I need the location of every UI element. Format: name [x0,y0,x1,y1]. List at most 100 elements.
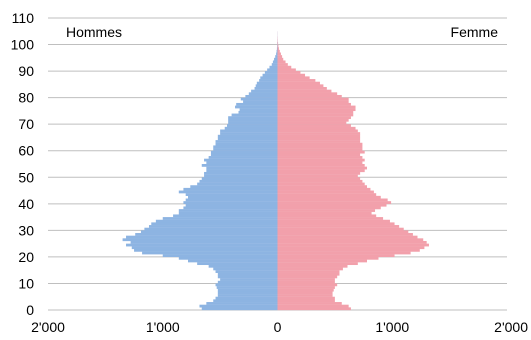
bar-hommes-age-36 [178,211,278,215]
bar-femme-age-86 [277,79,316,82]
x-tick-label-1: 1'000 [146,319,180,335]
bar-hommes-age-50 [204,174,278,178]
bar-hommes-age-94 [274,57,278,61]
bar-hommes-age-86 [259,79,278,82]
bar-femme-age-57 [277,156,363,159]
y-tick-label-60: 60 [18,143,34,159]
series-hommes-bars [122,31,278,311]
bar-femme-age-51 [277,171,361,175]
y-tick-label-20: 20 [18,249,34,265]
y-tick-label-80: 80 [18,90,34,106]
bar-hommes-age-38 [183,206,278,210]
bar-femme-age-61 [277,145,363,149]
bar-hommes-age-46 [190,185,278,189]
bar-hommes-age-88 [262,73,278,77]
bar-femme-age-0 [277,307,351,311]
bar-hommes-age-69 [227,124,278,127]
bar-femme-age-1 [277,304,349,308]
bar-femme-age-19 [277,256,379,260]
bar-femme-age-100 [277,41,279,45]
legend-label-femme: Femme [451,24,499,40]
y-tick-label-10: 10 [18,275,34,291]
bar-hommes-age-37 [178,209,278,212]
bar-hommes-age-65 [217,134,278,138]
bar-femme-age-28 [277,233,413,236]
bar-femme-age-44 [277,190,374,194]
bar-hommes-age-1 [199,304,278,308]
bar-femme-age-79 [277,97,349,101]
bar-hommes-age-25 [130,240,278,244]
bar-hommes-age-58 [210,153,278,157]
bar-hommes-age-10 [217,280,278,284]
bar-femme-age-42 [277,195,381,199]
legend-label-hommes: Hommes [66,24,122,40]
bar-hommes-age-70 [228,121,278,125]
bar-femme-age-2 [277,302,342,305]
bar-hommes-age-93 [272,60,278,64]
bar-femme-age-72 [277,116,351,120]
bar-hommes-age-16 [208,264,278,268]
bar-hommes-age-49 [201,177,278,181]
bar-femme-age-70 [277,121,347,125]
bar-hommes-age-15 [213,267,278,271]
bar-hommes-age-48 [199,179,278,183]
y-tick-label-90: 90 [18,63,34,79]
bar-femme-age-35 [277,214,377,218]
bar-femme-age-12 [277,275,338,279]
bar-hommes-age-66 [220,132,278,135]
bar-hommes-age-3 [213,299,278,303]
bar-femme-age-92 [277,63,288,66]
bar-femme-age-89 [277,71,301,74]
bar-hommes-age-97 [276,49,278,53]
bar-femme-age-66 [277,132,361,135]
bar-hommes-age-60 [213,148,278,151]
bar-femme-age-99 [277,44,279,48]
bar-femme-age-54 [277,164,365,167]
series-femme-bars [277,31,429,311]
bar-femme-age-33 [277,219,390,223]
bar-hommes-age-18 [188,259,278,263]
bar-hommes-age-79 [240,97,278,101]
bar-hommes-age-21 [142,251,278,255]
bar-femme-age-18 [277,259,367,263]
bar-femme-age-69 [277,124,351,127]
bar-femme-age-85 [277,81,320,85]
bar-femme-age-46 [277,185,367,189]
bar-femme-age-3 [277,299,335,303]
bar-hommes-age-32 [151,222,278,226]
bar-hommes-age-55 [206,161,278,165]
bar-femme-age-15 [277,267,343,271]
bar-hommes-age-19 [178,256,278,260]
bar-femme-age-40 [277,201,392,204]
bar-hommes-age-76 [235,105,278,109]
bar-hommes-age-45 [183,187,278,191]
bar-femme-age-26 [277,238,424,242]
bar-hommes-age-5 [217,294,278,297]
bar-hommes-age-82 [251,89,278,93]
bar-femme-age-74 [277,110,354,114]
bar-hommes-age-20 [162,254,278,258]
bar-femme-age-9 [277,283,338,287]
bar-femme-age-81 [277,92,338,96]
bar-femme-age-6 [277,291,333,295]
bar-hommes-age-62 [215,142,278,146]
x-tick-label-2: 0 [274,319,282,335]
bar-hommes-age-51 [204,171,278,175]
bar-hommes-age-64 [217,137,278,141]
y-tick-label-50: 50 [18,169,34,185]
bar-femme-age-11 [277,278,335,281]
y-tick-label-110: 110 [12,10,35,26]
bar-hommes-age-91 [269,65,278,69]
bar-hommes-age-0 [201,307,278,311]
bar-hommes-age-31 [148,225,278,228]
bar-hommes-age-4 [215,296,278,300]
bar-hommes-age-84 [255,84,278,88]
bar-femme-age-27 [277,235,418,239]
bar-femme-age-90 [277,68,296,72]
bar-femme-age-25 [277,240,427,244]
bar-femme-age-50 [277,174,358,178]
bar-femme-age-60 [277,148,363,151]
x-tick-labels: 2'000 1'000 0 1'000 2'000 [31,319,528,335]
x-tick-label-0: 2'000 [31,319,65,335]
